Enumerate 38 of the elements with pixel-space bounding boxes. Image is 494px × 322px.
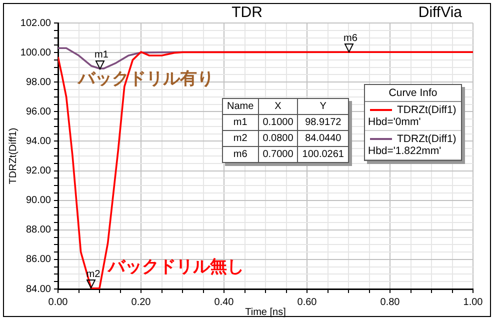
annotation: バックドリル無し xyxy=(108,256,244,278)
chart-title: TDR xyxy=(232,4,262,21)
y-tick-label: 98.00 xyxy=(26,76,52,88)
annotation: m6 xyxy=(344,32,358,44)
annotation: m2 xyxy=(222,130,258,146)
annotation: m6 xyxy=(222,146,258,162)
x-tick-label: 0.40 xyxy=(214,296,234,308)
y-tick-label: 100.00 xyxy=(20,47,52,58)
annotation: m1 xyxy=(94,49,109,60)
y-tick-label: 86.00 xyxy=(26,254,52,266)
x-tick-label: 0.00 xyxy=(48,296,68,308)
legend-label: TDRZt(Diff1) Hbd='1.822mm' xyxy=(365,131,461,160)
annotation: 100.0261 xyxy=(298,146,348,162)
annotation: 84.0440 xyxy=(298,130,348,146)
y-tick-label: 94.00 xyxy=(26,136,52,147)
y-tick-label: 84.00 xyxy=(26,284,52,295)
y-axis-title: TDRZt(Diff1) xyxy=(8,128,19,184)
annotation: 0.7000 xyxy=(258,146,298,162)
x-tick-label: 0.60 xyxy=(297,296,318,308)
x-tick-label: 1.00 xyxy=(463,296,484,308)
annotation: m1 xyxy=(222,114,258,130)
legend-label: TDRZt(Diff1) Hbd='0mm' xyxy=(365,102,461,131)
y-tick-label: 96.00 xyxy=(26,106,52,118)
y-tick-label: 90.00 xyxy=(26,195,52,206)
annotation: 98.9172 xyxy=(298,114,348,130)
chart-subtitle: DiffVia xyxy=(418,4,462,21)
annotation: Name xyxy=(222,98,258,114)
annotation: 0.1000 xyxy=(258,114,298,130)
y-tick-label: 102.00 xyxy=(20,18,52,29)
x-tick-label: 0.20 xyxy=(131,296,152,308)
annotation: X xyxy=(258,98,298,114)
y-tick-label: 88.00 xyxy=(26,224,52,236)
annotation: Y xyxy=(298,98,348,114)
y-tick-label: 92.00 xyxy=(26,166,52,177)
x-tick-label: 0.80 xyxy=(380,296,400,308)
annotation: 0.0800 xyxy=(258,130,298,146)
annotation: バックドリル有り xyxy=(78,68,214,90)
legend-title: Curve Info xyxy=(365,85,461,102)
